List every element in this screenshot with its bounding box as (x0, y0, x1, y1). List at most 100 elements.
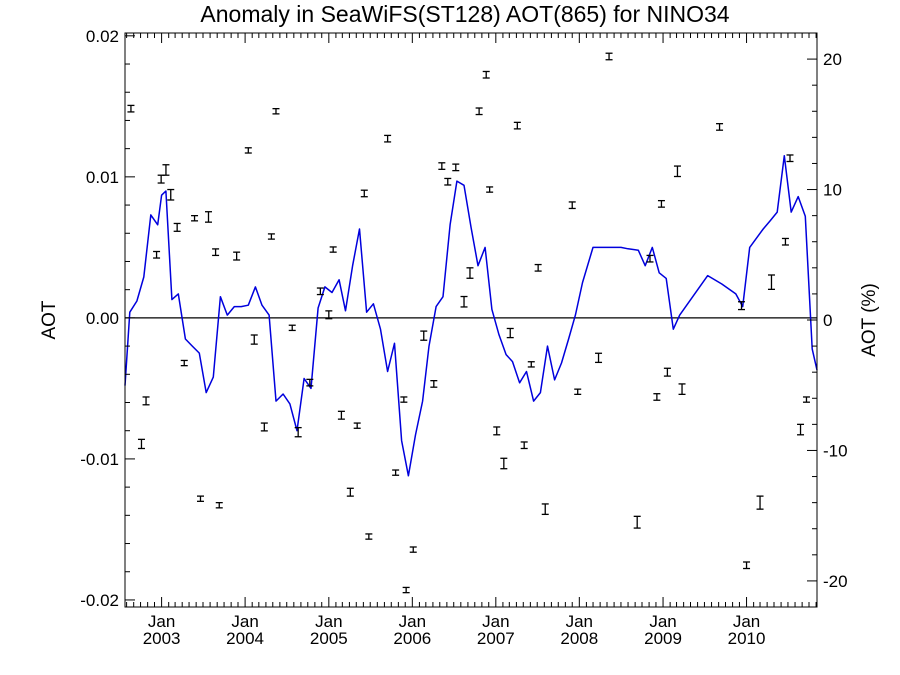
errorbar-point (663, 367, 671, 377)
right-tick-label: -10 (823, 441, 848, 460)
errorbar-point (738, 301, 746, 311)
errorbar-point (325, 310, 333, 320)
errorbar-point (360, 189, 368, 198)
errorbar-point (574, 388, 582, 396)
errorbar-point (657, 199, 665, 208)
axes: 0.020.010.00-0.01-0.0220100-10-20Jan2003… (80, 27, 847, 648)
right-tick-label: 0 (823, 311, 832, 330)
errorbar-point (534, 263, 542, 272)
errorbar-point (365, 533, 373, 540)
errorbar-point (162, 164, 170, 176)
errorbar-point (212, 248, 220, 257)
errorbar-point (180, 359, 188, 367)
errorbar-point (260, 422, 268, 432)
x-tick-year-label: 2007 (477, 629, 515, 648)
errorbar-point (337, 410, 345, 420)
errorbar-point (460, 295, 468, 308)
errorbar-point (250, 334, 258, 345)
errorbar-point (438, 162, 446, 170)
right-tick-label: -20 (823, 572, 848, 591)
right-tick-label: 10 (823, 181, 842, 200)
errorbar-point (527, 361, 535, 368)
errorbar-point (475, 107, 483, 116)
errorbar-point (678, 383, 686, 396)
errorbar-point (267, 233, 275, 240)
x-tick-month-label: Jan (315, 612, 342, 631)
errorbar-point (420, 330, 428, 341)
x-tick-year-label: 2006 (393, 629, 431, 648)
errorbar-point (288, 324, 296, 332)
right-tick-label: 20 (823, 50, 842, 69)
errorbar-point (400, 396, 408, 403)
x-tick-year-label: 2005 (310, 629, 348, 648)
errorbar-point (756, 495, 764, 510)
errorbar-point (384, 134, 392, 143)
x-tick-month-label: Jan (566, 612, 593, 631)
x-tick-year-label: 2008 (560, 629, 598, 648)
errorbar-point (306, 378, 314, 387)
errorbar-point (430, 380, 438, 388)
plot-frame (124, 32, 818, 608)
errorbar-point (353, 422, 361, 429)
left-axis-label: AOT (39, 300, 60, 339)
errorbar-point (452, 163, 460, 172)
errorbar-point (786, 154, 794, 163)
x-tick-year-label: 2010 (728, 629, 766, 648)
x-tick-year-label: 2003 (143, 629, 181, 648)
errorbar-point (204, 211, 212, 223)
x-tick-month-label: Jan (482, 612, 509, 631)
errorbar-point (797, 423, 805, 436)
x-tick-month-label: Jan (733, 612, 760, 631)
x-tick-month-label: Jan (231, 612, 258, 631)
errorbar-point (520, 441, 528, 450)
errorbar-point (568, 201, 576, 210)
errorbar-point (802, 396, 810, 403)
errorbar-point (767, 274, 775, 290)
errorbar-point (506, 327, 514, 339)
errorbar-point (173, 222, 181, 232)
errorbar-point (466, 267, 474, 279)
x-tick-year-label: 2004 (226, 629, 264, 648)
errorbar-point (244, 147, 252, 154)
errorbar-point (409, 546, 417, 553)
errorbar-point (781, 237, 789, 246)
errorbar-point (646, 254, 654, 263)
errorbar-point (402, 586, 410, 594)
errorbar-point (157, 174, 165, 184)
errorbar-point (444, 177, 452, 186)
errorbar-point (605, 52, 613, 61)
errorbar-point (633, 515, 641, 529)
left-tick-label: 0.00 (86, 309, 119, 328)
errorbar-point (482, 70, 490, 79)
errorbar-point (743, 561, 751, 570)
errorbar-point (500, 457, 508, 470)
series-line (124, 154, 818, 477)
plot-area (124, 52, 818, 594)
errorbar-point (513, 121, 521, 130)
x-tick-month-label: Jan (649, 612, 676, 631)
x-tick-month-label: Jan (148, 612, 175, 631)
errorbar-point (272, 108, 280, 115)
errorbar-point (493, 426, 501, 436)
left-tick-label: 0.01 (86, 168, 119, 187)
errorbar-point (153, 250, 161, 259)
errorbar-point (167, 188, 175, 201)
errorbar-point (127, 104, 135, 113)
errorbar-point (653, 393, 661, 401)
x-tick-year-label: 2009 (644, 629, 682, 648)
errorbar-point (316, 287, 324, 296)
errorbar-point (137, 438, 145, 450)
chart-title: Anomaly in SeaWiFS(ST128) AOT(865) for N… (200, 1, 729, 27)
errorbar-point (196, 495, 204, 502)
errorbar-point (142, 396, 150, 406)
errorbar-point (541, 503, 549, 516)
errorbar-point (595, 352, 603, 364)
errorbar-point (329, 246, 337, 253)
errorbar-point (486, 186, 494, 193)
errorbar-point (392, 469, 400, 476)
errorbar-point (716, 123, 724, 131)
errorbar-point (233, 251, 241, 261)
errorbar-point (346, 487, 354, 497)
errorbar-point (215, 501, 223, 509)
